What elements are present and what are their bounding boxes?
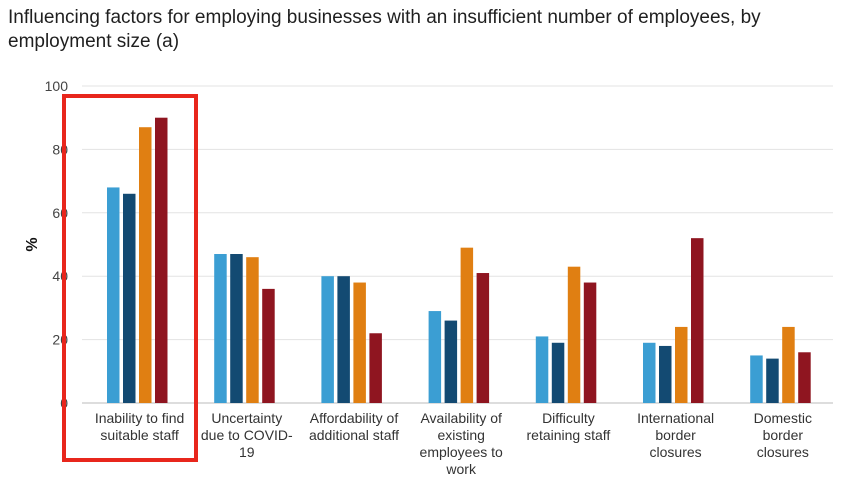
bar (766, 358, 779, 403)
category-label: 19 (239, 444, 255, 460)
gridlines (82, 85, 833, 341)
highlight-box (62, 94, 198, 462)
y-tick-label: 100 (45, 78, 69, 94)
bar (476, 273, 490, 403)
bar (567, 266, 581, 403)
bar (691, 238, 704, 403)
bar (353, 282, 366, 403)
bar (337, 276, 350, 403)
bars (107, 117, 811, 404)
bar (123, 193, 136, 403)
bar (369, 333, 382, 403)
bar (460, 247, 474, 403)
category-label: Availability of (420, 410, 502, 426)
bar (798, 352, 811, 403)
chart-title: Influencing factors for employing busine… (8, 7, 761, 52)
category-label: employees to (420, 444, 503, 460)
category-label: border (763, 427, 804, 443)
bar (214, 254, 227, 403)
bar (643, 342, 656, 403)
category-label: Domestic (754, 410, 812, 426)
category-label: International (637, 410, 714, 426)
bar (675, 326, 688, 403)
bar (551, 342, 565, 403)
y-axis-label: % (24, 237, 41, 251)
bar (750, 355, 763, 403)
bar (535, 336, 549, 403)
category-label: Inability to find (95, 410, 185, 426)
bar (321, 276, 334, 403)
category-label: work (445, 461, 477, 477)
bar (583, 282, 597, 403)
category-label: suitable staff (100, 427, 178, 443)
bar (659, 345, 672, 403)
bar (107, 187, 120, 403)
bar (230, 254, 243, 403)
bar (155, 117, 168, 403)
bar (428, 311, 442, 403)
category-label: Uncertainty (211, 410, 282, 426)
bar (782, 326, 795, 403)
category-label: closures (757, 444, 809, 460)
bar (444, 320, 458, 403)
bar (139, 127, 152, 404)
category-label: Difficulty (542, 410, 595, 426)
bar (246, 257, 259, 403)
category-label: Affordability of (310, 410, 399, 426)
category-label: closures (650, 444, 702, 460)
category-label: additional staff (309, 427, 399, 443)
category-label: border (655, 427, 696, 443)
category-label: existing (437, 427, 484, 443)
category-label: retaining staff (527, 427, 611, 443)
category-label: due to COVID- (201, 427, 293, 443)
bar (262, 288, 275, 403)
